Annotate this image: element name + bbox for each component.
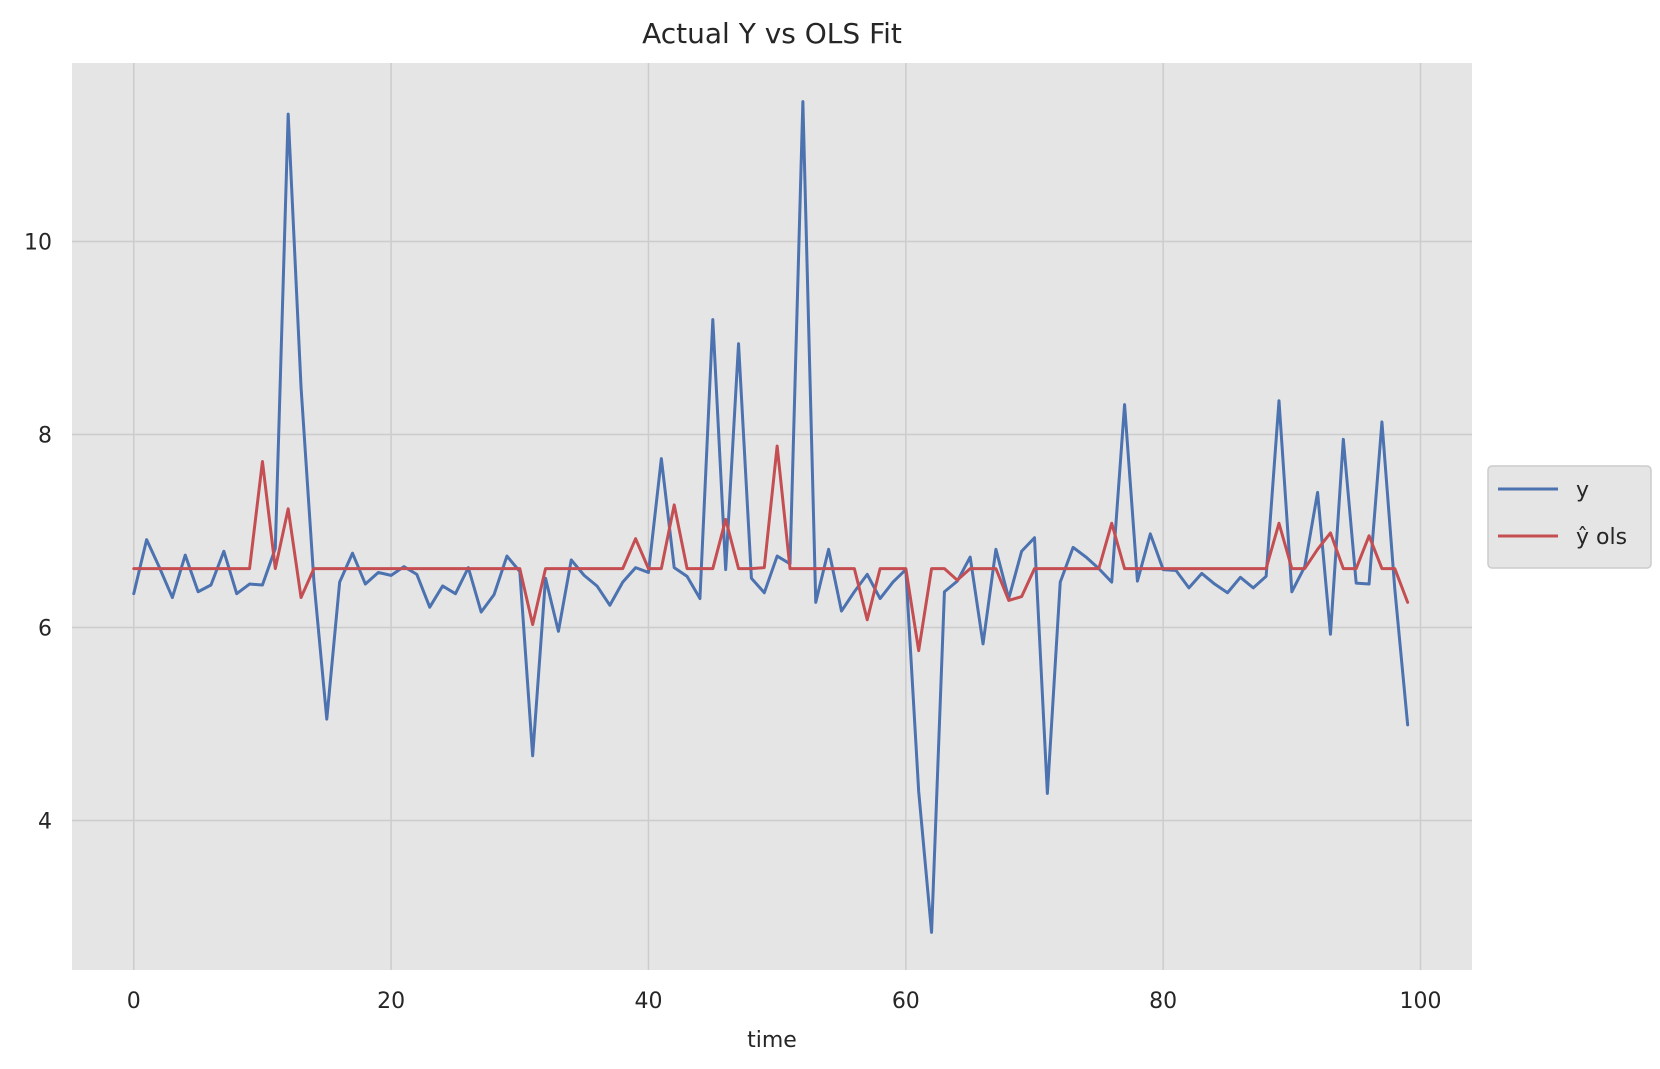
x-tick-label: 100 xyxy=(1400,989,1442,1014)
x-tick-label: 80 xyxy=(1149,989,1177,1014)
x-tick-label: 0 xyxy=(127,989,141,1014)
x-tick-label: 60 xyxy=(892,989,920,1014)
plot-background xyxy=(72,63,1472,970)
y-tick-labels: 4 6 8 10 xyxy=(24,231,52,835)
y-tick-label: 6 xyxy=(38,616,52,641)
y-tick-label: 8 xyxy=(38,423,52,448)
legend-label-y: y xyxy=(1576,478,1589,503)
y-tick-label: 4 xyxy=(38,809,52,834)
legend[interactable]: y ŷ ols xyxy=(1487,465,1652,569)
chart-title: Actual Y vs OLS Fit xyxy=(642,17,902,50)
x-axis-label: time xyxy=(747,1028,797,1053)
x-tick-label: 20 xyxy=(377,989,405,1014)
x-tick-labels: 0 20 40 60 80 100 xyxy=(127,989,1442,1014)
series-line-y-hat-ols xyxy=(132,444,1410,653)
series-layer xyxy=(132,100,1410,934)
legend-box xyxy=(1487,465,1652,569)
x-tick-label: 40 xyxy=(634,989,662,1014)
legend-label-y-hat-ols: ŷ ols xyxy=(1576,525,1627,550)
y-tick-label: 10 xyxy=(24,231,52,256)
grid-lines xyxy=(72,63,1472,970)
